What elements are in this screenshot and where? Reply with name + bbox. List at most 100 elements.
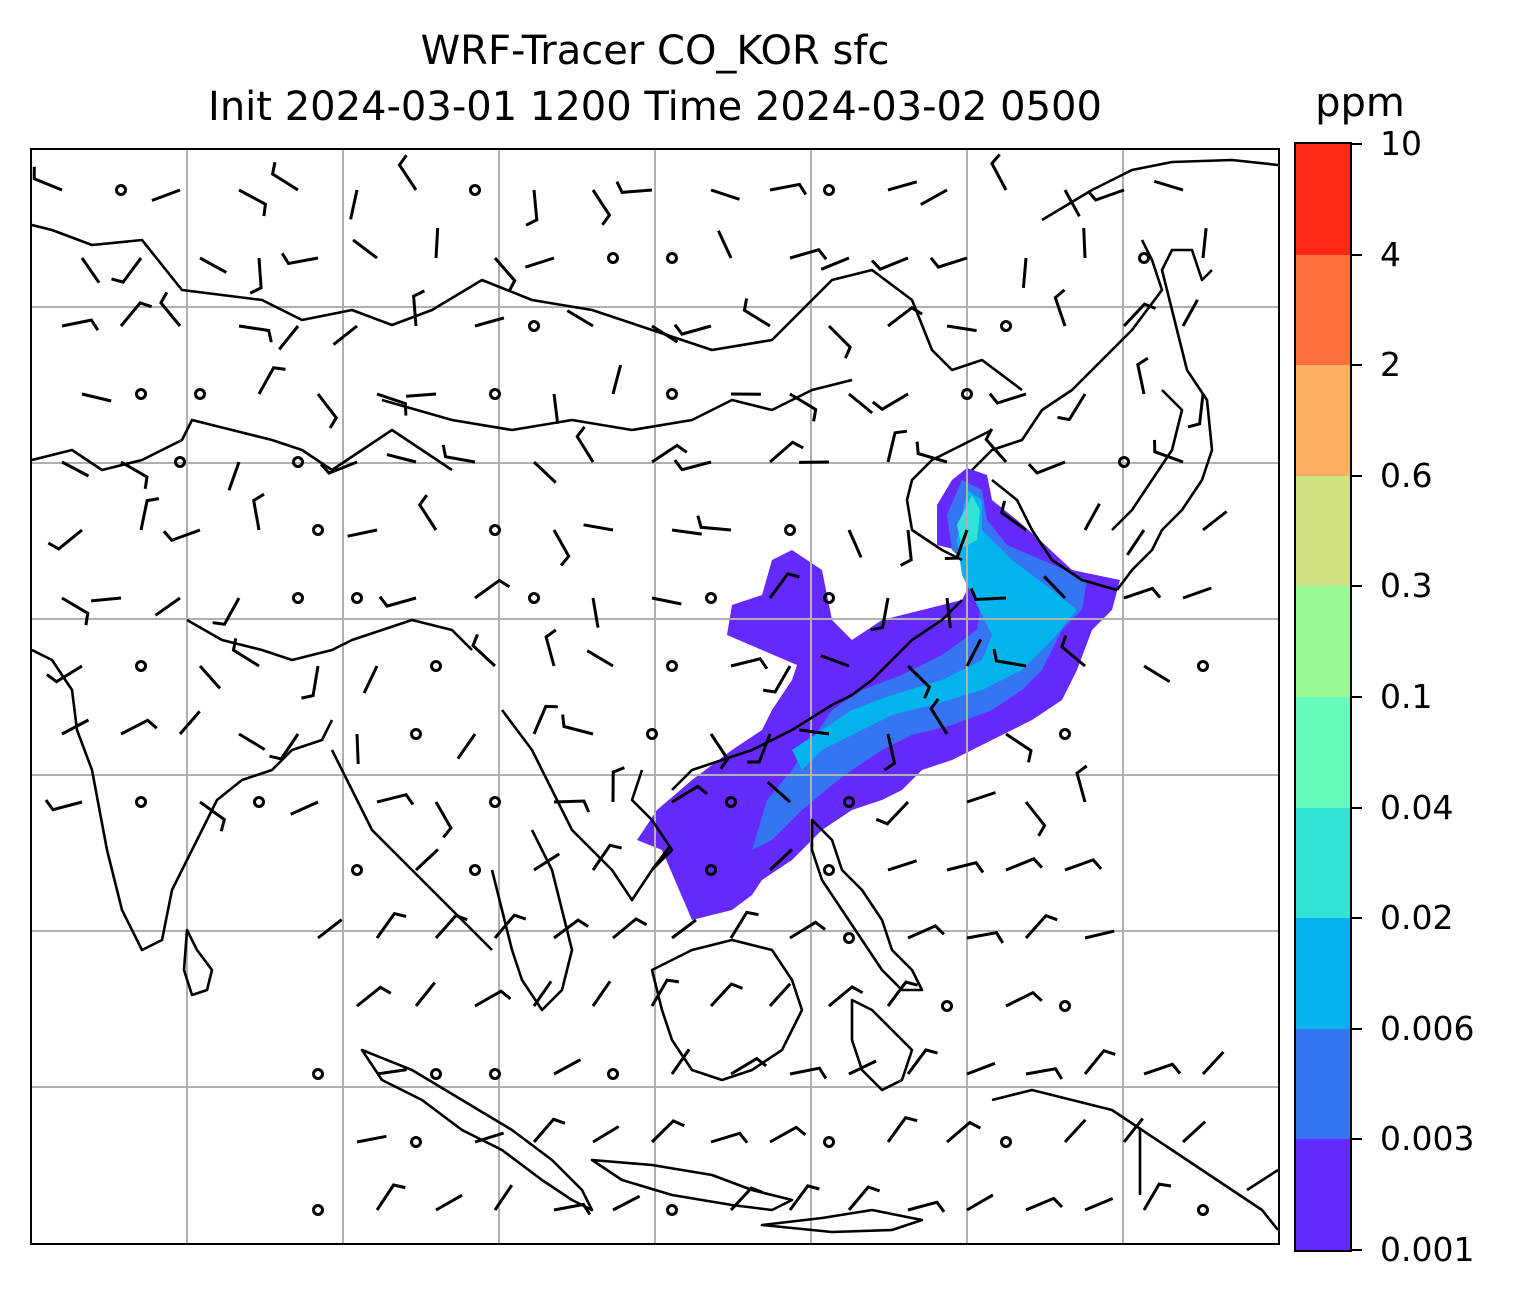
- calm-wind-marker: [823, 184, 835, 196]
- calm-wind-marker: [941, 1000, 953, 1012]
- wind-barb: [907, 924, 945, 940]
- wind-barb: [532, 1117, 566, 1143]
- wind-barb: [965, 638, 983, 667]
- colorbar-tick-label: 0.001: [1380, 1230, 1475, 1269]
- calm-wind-marker: [194, 388, 206, 400]
- wind-barb: [61, 460, 90, 478]
- wind-barb: [1153, 439, 1184, 464]
- wind-barb: [886, 1115, 918, 1143]
- wind-barb: [871, 392, 909, 412]
- wind-barb: [615, 180, 653, 194]
- wind-barb: [612, 1194, 641, 1212]
- wind-barb: [471, 633, 497, 668]
- wind-barb: [227, 461, 241, 491]
- wind-barb: [355, 733, 360, 765]
- wind-barb: [356, 1134, 387, 1144]
- wind-barb: [591, 843, 623, 871]
- wind-barb: [906, 664, 932, 699]
- wind-barb: [1057, 393, 1087, 422]
- wind-barb: [154, 596, 181, 617]
- wind-barb: [946, 324, 977, 333]
- wind-barb: [1136, 356, 1149, 395]
- colorbar-tick-mark: [1352, 1138, 1362, 1141]
- wind-barb: [966, 1061, 996, 1076]
- wind-barb: [789, 247, 828, 261]
- wind-barb: [766, 780, 791, 804]
- wind-barb: [651, 324, 679, 344]
- colorbar-tick-label: 0.006: [1380, 1008, 1475, 1048]
- calm-wind-marker: [115, 184, 127, 196]
- calm-wind-marker: [607, 1068, 619, 1080]
- colorbar-tick-mark: [1352, 474, 1362, 477]
- colorbar-tick-label: 0.1: [1380, 677, 1433, 716]
- wind-barb: [553, 1202, 592, 1216]
- wind-barb: [586, 649, 614, 668]
- colorbar-segment: [1296, 1139, 1350, 1250]
- wind-barb: [710, 188, 740, 201]
- wind-barb: [412, 289, 426, 327]
- calm-wind-marker: [174, 456, 186, 468]
- wind-barb: [417, 494, 438, 531]
- wind-barb: [769, 182, 808, 196]
- calm-wind-marker: [961, 388, 973, 400]
- colorbar-segment: [1296, 254, 1350, 366]
- wind-barb: [789, 920, 826, 940]
- wind-barb: [769, 1125, 807, 1144]
- wind-barb: [493, 257, 517, 292]
- wind-barb: [553, 1058, 582, 1076]
- wind-barb: [532, 980, 553, 1007]
- wind-barb: [238, 324, 273, 343]
- wind-barb: [553, 918, 590, 940]
- wind-barb: [945, 597, 952, 628]
- calm-wind-marker: [1000, 1136, 1012, 1148]
- wind-barb: [886, 429, 908, 463]
- wind-barb: [252, 492, 265, 531]
- wind-barb: [730, 657, 769, 670]
- calm-wind-marker: [528, 320, 540, 332]
- calm-wind-marker: [607, 252, 619, 264]
- wind-barb: [362, 665, 379, 694]
- wind-barb: [1181, 299, 1199, 327]
- wind-barb: [1005, 857, 1044, 872]
- colorbar-tick-label: 0.04: [1380, 787, 1454, 827]
- colorbar-tick-mark: [1352, 253, 1362, 256]
- calm-wind-marker: [1138, 252, 1150, 264]
- wind-barb: [966, 931, 1005, 944]
- wind-barb: [696, 515, 732, 532]
- wind-barb: [966, 791, 996, 804]
- colorbar-tick-mark: [1352, 917, 1362, 920]
- wind-barb: [729, 910, 759, 939]
- wind-barb: [332, 324, 358, 346]
- calm-wind-marker: [312, 1204, 324, 1216]
- wind-barb: [386, 453, 417, 464]
- wind-barb: [159, 291, 182, 327]
- wind-barb: [533, 852, 561, 872]
- colorbar-tick-label: 2: [1380, 345, 1401, 385]
- colorbar-tick-label: 10: [1380, 124, 1422, 163]
- wind-barb: [729, 1186, 764, 1212]
- wind-barb: [1021, 257, 1028, 289]
- wind-barb: [90, 596, 122, 603]
- wind-barb: [1182, 586, 1212, 600]
- wind-barb: [120, 718, 158, 736]
- wind-barb: [768, 982, 792, 1008]
- wind-barb: [747, 733, 772, 764]
- colorbar-tick-label: 4: [1380, 234, 1401, 274]
- calm-wind-marker: [292, 592, 304, 604]
- wind-barb: [887, 305, 923, 328]
- wind-barb: [474, 578, 511, 600]
- wind-barb: [1075, 764, 1088, 803]
- calm-wind-marker: [705, 592, 717, 604]
- wind-barb: [709, 733, 730, 770]
- calm-wind-marker: [1197, 1204, 1209, 1216]
- colorbar-segment: [1296, 807, 1350, 919]
- wind-barb: [119, 301, 153, 327]
- wind-barb: [611, 766, 625, 803]
- wind-barb: [290, 800, 319, 816]
- colorbar-unit-label: ppm: [1315, 80, 1405, 126]
- wind-barb: [612, 917, 648, 940]
- wind-barb: [561, 714, 594, 736]
- wind-barb: [1024, 913, 1058, 939]
- wind-barb: [730, 1056, 768, 1076]
- wind-barb: [769, 440, 804, 464]
